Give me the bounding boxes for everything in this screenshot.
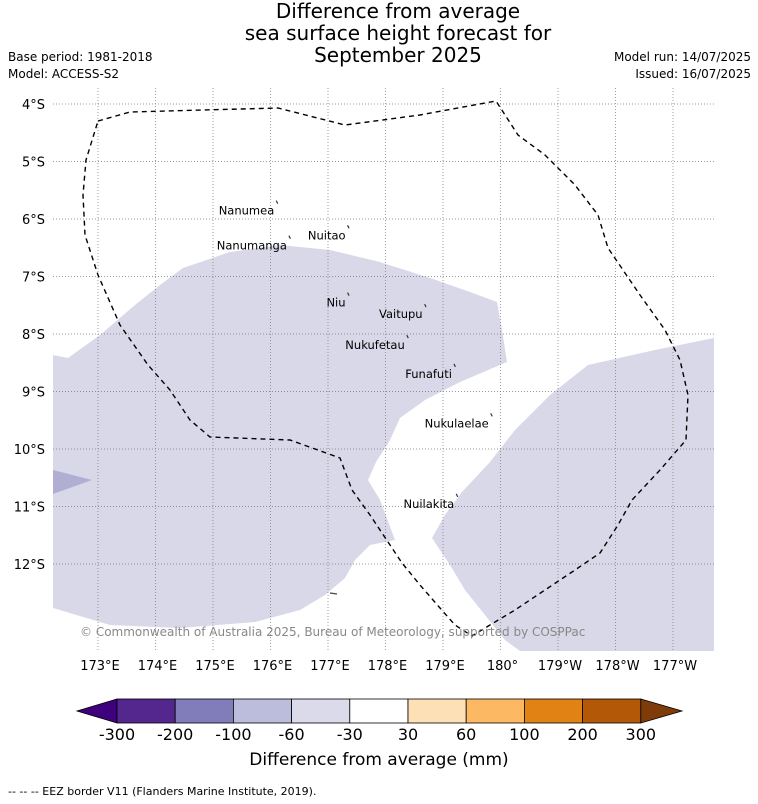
title-line-2: sea surface height forecast for <box>244 21 552 45</box>
colorbar-tick-label: -100 <box>215 725 252 744</box>
place-label: Niu <box>326 296 345 310</box>
anomaly-region-west <box>53 245 507 628</box>
longitude-label: 176°E <box>253 659 293 674</box>
place-label: Nukufetau <box>345 338 404 352</box>
colorbar-tick-label: 300 <box>625 725 657 744</box>
longitude-labels: 173°E 174°E 175°E 176°E 177°E 178°E 179°E 180° 1… <box>80 659 697 674</box>
latitude-label: 6°S <box>22 213 45 228</box>
island-mark <box>490 413 493 417</box>
anomaly-patch-darker <box>53 470 92 494</box>
latitude-label: 10°S <box>14 443 45 458</box>
latitude-label: 5°S <box>22 156 45 171</box>
longitude-label: 174°E <box>138 659 178 674</box>
meta-left: Base period: 1981-2018 Model: ACCESS-S2 <box>8 49 153 83</box>
title-line-3: September 2025 <box>314 43 482 67</box>
colorbar-tick-label: 100 <box>509 725 540 744</box>
latitude-label: 11°S <box>14 501 45 516</box>
colorbar-extend-low <box>75 698 118 724</box>
meta-right: Model run: 14/07/2025 Issued: 16/07/2025 <box>614 49 751 83</box>
colorbar-swatch <box>291 698 351 724</box>
island-mark <box>424 303 427 308</box>
longitude-label: 173°E <box>80 659 120 674</box>
colorbar-tick-label: 200 <box>567 725 598 744</box>
graticule <box>53 88 714 651</box>
model-run-text: Model run: 14/07/2025 <box>613 50 751 64</box>
colorbar-swatch <box>116 698 176 724</box>
colorbar-swatch <box>524 698 584 724</box>
longitude-label: 178°W <box>595 659 639 674</box>
place-label: Funafuti <box>405 367 452 381</box>
island-mark <box>288 235 291 239</box>
latitude-labels: 4°S 5°S 6°S 7°S 8°S 9°S 10°S 11°S 12°S <box>14 98 45 573</box>
latitude-label: 4°S <box>22 98 45 113</box>
chart-title: Difference from average sea surface heig… <box>200 0 596 66</box>
colorbar-extend-high <box>640 698 684 724</box>
small-islet <box>329 592 338 595</box>
place-label: Nanumanga <box>217 239 287 253</box>
copyright-text: © Commonwealth of Australia 2025, Bureau… <box>80 625 585 639</box>
colorbar-swatch <box>232 698 292 724</box>
place-label: Nukulaelae <box>425 416 489 430</box>
issued-text: Issued: 16/07/2025 <box>635 67 751 81</box>
island-mark <box>455 493 459 498</box>
longitude-label: 177°W <box>653 659 697 674</box>
colorbar-swatch <box>349 698 409 724</box>
place-label: Nanumea <box>219 204 275 218</box>
latitude-label: 7°S <box>22 271 45 286</box>
island-mark <box>406 334 409 339</box>
colorbar-swatch <box>465 698 525 724</box>
colorbar-tick-label: -60 <box>278 725 305 744</box>
colorbar-swatch <box>174 698 234 724</box>
anomaly-region-east <box>432 338 714 651</box>
eez-footnote: -- -- -- EEZ border V11 (Flanders Marine… <box>8 785 317 798</box>
longitude-label: 179°E <box>425 659 465 674</box>
model-text: Model: ACCESS-S2 <box>8 67 120 81</box>
colorbar-tick-label: -300 <box>98 725 136 744</box>
island-mark <box>275 200 279 204</box>
longitude-label: 180° <box>487 659 518 674</box>
latitude-label: 12°S <box>14 558 45 573</box>
colorbar-tick-label: 60 <box>456 725 477 744</box>
place-label: Nuilakita <box>403 497 454 511</box>
colorbar-tick-label: -30 <box>336 725 363 744</box>
longitude-label: 178°E <box>368 659 408 674</box>
latitude-label: 9°S <box>22 386 45 401</box>
latitude-label: 8°S <box>22 328 45 343</box>
eez-border <box>82 100 689 637</box>
colorbar-title: Difference from average (mm) <box>249 750 509 770</box>
place-labels: Nanumea Nuitao Nanumanga Niu Vaitupu Nukufeta… <box>217 200 493 511</box>
island-mark <box>347 225 350 229</box>
colorbar-tick-label: 30 <box>397 725 419 744</box>
longitude-label: 177°E <box>310 659 350 674</box>
place-label: Vaitupu <box>379 307 423 321</box>
anomaly-fill-layer <box>53 245 714 651</box>
colorbar-tick-label: -200 <box>157 725 194 744</box>
longitude-label: 179°W <box>538 659 582 674</box>
colorbar <box>75 698 684 724</box>
colorbar-swatch <box>407 698 467 724</box>
colorbar-swatch <box>582 698 642 724</box>
title-line-1: Difference from average <box>275 0 521 23</box>
island-mark <box>453 363 456 368</box>
island-mark <box>347 292 350 296</box>
longitude-label: 175°E <box>195 659 235 674</box>
base-period-text: Base period: 1981-2018 <box>8 50 153 64</box>
place-label: Nuitao <box>308 228 346 242</box>
